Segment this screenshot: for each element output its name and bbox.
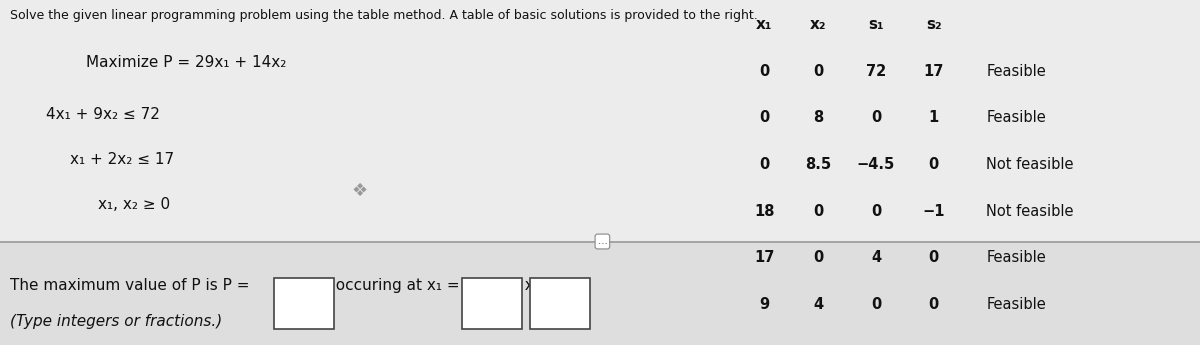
- FancyBboxPatch shape: [462, 278, 522, 329]
- Text: (Type integers or fractions.): (Type integers or fractions.): [10, 314, 222, 329]
- Text: Maximize P = 29x₁ + 14x₂: Maximize P = 29x₁ + 14x₂: [86, 55, 287, 70]
- Text: s₁: s₁: [868, 17, 884, 32]
- FancyBboxPatch shape: [530, 278, 590, 329]
- Text: x₁ + 2x₂ ≤ 17: x₁ + 2x₂ ≤ 17: [70, 152, 174, 167]
- Text: −4.5: −4.5: [857, 157, 895, 172]
- Text: 4: 4: [814, 297, 823, 312]
- Text: 17: 17: [755, 250, 774, 265]
- Text: 18: 18: [754, 204, 775, 218]
- Text: 0: 0: [871, 204, 881, 218]
- Text: s₂: s₂: [925, 17, 942, 32]
- Text: 0: 0: [929, 297, 938, 312]
- Text: 0: 0: [814, 250, 823, 265]
- Text: 8: 8: [814, 110, 823, 125]
- Text: Solve the given linear programming problem using the table method. A table of ba: Solve the given linear programming probl…: [10, 9, 757, 22]
- Text: Feasible: Feasible: [986, 250, 1046, 265]
- Text: , x₂ =: , x₂ =: [515, 278, 557, 293]
- Text: 0: 0: [760, 110, 769, 125]
- Text: 0: 0: [871, 110, 881, 125]
- Text: Feasible: Feasible: [986, 110, 1046, 125]
- Text: Not feasible: Not feasible: [986, 204, 1074, 218]
- Text: 0: 0: [929, 250, 938, 265]
- FancyBboxPatch shape: [274, 278, 334, 329]
- Text: , occuring at x₁ =: , occuring at x₁ =: [326, 278, 460, 293]
- Text: 0: 0: [760, 157, 769, 172]
- Bar: [0, 0, 1200, 241]
- Text: The maximum value of P is P =: The maximum value of P is P =: [10, 278, 250, 293]
- Text: Feasible: Feasible: [986, 297, 1046, 312]
- Text: 0: 0: [814, 64, 823, 79]
- Text: x₁, x₂ ≥ 0: x₁, x₂ ≥ 0: [98, 197, 170, 211]
- Text: 0: 0: [814, 204, 823, 218]
- Text: 8.5: 8.5: [805, 157, 832, 172]
- Text: x₁: x₁: [756, 17, 773, 32]
- Text: 17: 17: [924, 64, 943, 79]
- Text: 9: 9: [760, 297, 769, 312]
- Text: 0: 0: [929, 157, 938, 172]
- Text: 0: 0: [871, 297, 881, 312]
- Text: ❖: ❖: [352, 182, 368, 200]
- Text: −1: −1: [923, 204, 944, 218]
- Text: x₂: x₂: [810, 17, 827, 32]
- Text: .: .: [582, 278, 587, 293]
- Text: Not feasible: Not feasible: [986, 157, 1074, 172]
- Text: 1: 1: [929, 110, 938, 125]
- Text: Feasible: Feasible: [986, 64, 1046, 79]
- Text: 72: 72: [866, 64, 886, 79]
- Text: 0: 0: [760, 64, 769, 79]
- Text: 4x₁ + 9x₂ ≤ 72: 4x₁ + 9x₂ ≤ 72: [46, 107, 160, 122]
- Text: 4: 4: [871, 250, 881, 265]
- Text: …: …: [598, 237, 607, 246]
- Bar: [0, 241, 1200, 345]
